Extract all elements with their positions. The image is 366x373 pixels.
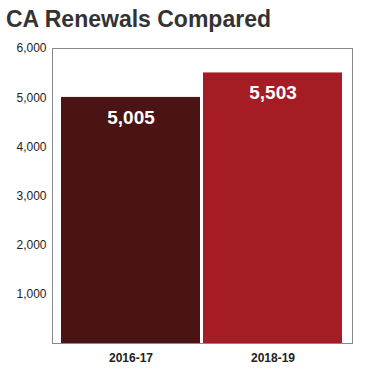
svg-text:5,000: 5,000 bbox=[16, 91, 46, 105]
svg-text:6,000: 6,000 bbox=[16, 41, 46, 55]
svg-text:4,000: 4,000 bbox=[16, 140, 46, 154]
svg-text:5,005: 5,005 bbox=[107, 107, 155, 128]
svg-text:5,503: 5,503 bbox=[249, 82, 297, 103]
svg-text:2018-19: 2018-19 bbox=[251, 351, 295, 365]
svg-text:3,000: 3,000 bbox=[16, 189, 46, 203]
svg-text:2016-17: 2016-17 bbox=[109, 351, 153, 365]
svg-text:2,000: 2,000 bbox=[16, 238, 46, 252]
html-text:CA Renewals Compared: CA Renewals Compared bbox=[6, 6, 271, 32]
svg-text:1,000: 1,000 bbox=[16, 287, 46, 301]
